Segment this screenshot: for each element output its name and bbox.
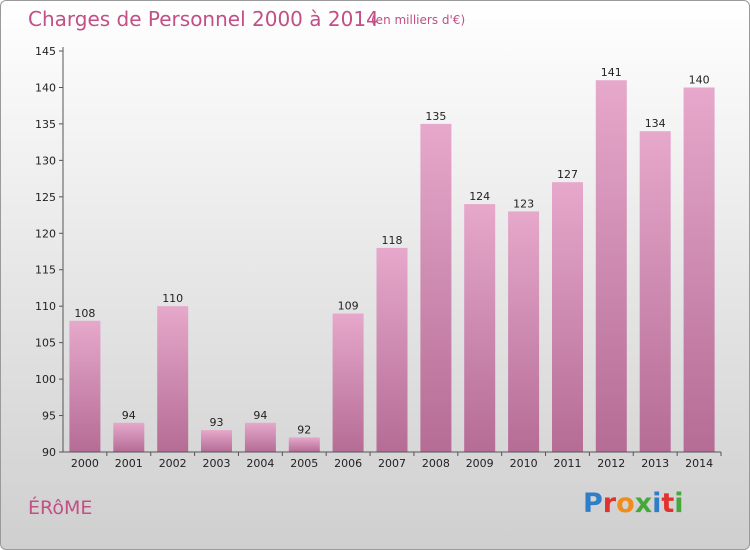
value-label-2014: 140 — [689, 74, 710, 87]
bar-2004 — [244, 422, 276, 452]
x-tick-label-2006: 2006 — [334, 457, 362, 470]
y-tick-label-105: 105 — [35, 337, 56, 350]
value-label-2013: 134 — [645, 117, 666, 130]
logo-letter: P — [583, 488, 603, 519]
x-tick-label-2009: 2009 — [466, 457, 494, 470]
y-tick-label-135: 135 — [35, 118, 56, 131]
x-tick-label-2004: 2004 — [246, 457, 274, 470]
logo-letter: o — [616, 488, 635, 519]
value-label-2002: 110 — [162, 292, 183, 305]
y-tick-label-140: 140 — [35, 82, 56, 95]
bar-2002 — [157, 306, 189, 452]
value-label-2001: 94 — [122, 409, 136, 422]
bar-2003 — [201, 430, 232, 452]
y-tick-label-115: 115 — [35, 264, 56, 277]
bar-2014 — [683, 87, 715, 452]
logo-letter: r — [602, 488, 617, 519]
bar-2013 — [639, 131, 671, 452]
x-tick-label-2005: 2005 — [290, 457, 318, 470]
value-label-2008: 135 — [425, 110, 446, 123]
logo-letter: x — [634, 488, 653, 519]
bars-group: 108 94 110 93 94 92 109 118 135 124 123 127 141 134 14… — [69, 66, 715, 453]
bar-2010 — [508, 211, 540, 452]
y-tick-label-130: 130 — [35, 154, 56, 167]
x-tick-label-2013: 2013 — [641, 457, 669, 470]
value-label-2010: 123 — [513, 197, 534, 210]
y-tick-label-95: 95 — [42, 410, 56, 423]
bar-2007 — [376, 247, 408, 452]
y-tick-label-125: 125 — [35, 191, 56, 204]
x-tick-label-2003: 2003 — [203, 457, 231, 470]
place-name: ÉRôME — [28, 497, 93, 519]
proxiti-logo: Proxiti — [583, 488, 684, 519]
y-tick-label-100: 100 — [35, 373, 56, 386]
value-label-2007: 118 — [382, 234, 403, 247]
logo-letter: i — [674, 488, 684, 519]
bar-2000 — [69, 320, 101, 452]
y-tick-label-110: 110 — [35, 300, 56, 313]
axes-group: 2000 2001 2002 2003 2004 2005 2006 2007 2008 2009… — [35, 45, 722, 470]
x-tick-label-2014: 2014 — [685, 457, 713, 470]
y-tick-label-120: 120 — [35, 227, 56, 240]
logo-letter: i — [652, 488, 662, 519]
bar-2012 — [595, 80, 627, 452]
bar-2009 — [464, 204, 496, 452]
value-label-2009: 124 — [469, 190, 490, 203]
bar-2005 — [288, 437, 320, 452]
value-label-2005: 92 — [297, 423, 311, 436]
value-label-2003: 93 — [210, 416, 224, 429]
x-tick-label-2007: 2007 — [378, 457, 406, 470]
value-label-2004: 94 — [253, 409, 267, 422]
x-tick-label-2012: 2012 — [597, 457, 625, 470]
y-tick-label-145: 145 — [35, 45, 56, 58]
value-label-2011: 127 — [557, 168, 578, 181]
x-tick-label-2000: 2000 — [71, 457, 99, 470]
chart-title: Charges de Personnel 2000 à 2014 — [28, 7, 379, 31]
x-tick-label-2001: 2001 — [115, 457, 143, 470]
value-label-2000: 108 — [74, 307, 95, 320]
logo-letter: t — [661, 488, 675, 519]
x-tick-label-2011: 2011 — [554, 457, 582, 470]
bar-2011 — [552, 182, 583, 452]
y-tick-label-90: 90 — [42, 446, 56, 459]
x-tick-label-2010: 2010 — [510, 457, 538, 470]
bar-2008 — [420, 123, 452, 453]
value-label-2012: 141 — [601, 66, 622, 79]
chart-subtitle: (en milliers d'€) — [371, 13, 466, 27]
bar-2001 — [113, 422, 145, 452]
value-label-2006: 109 — [338, 300, 359, 313]
bar-2006 — [332, 313, 364, 452]
x-tick-label-2002: 2002 — [159, 457, 187, 470]
x-tick-label-2008: 2008 — [422, 457, 450, 470]
